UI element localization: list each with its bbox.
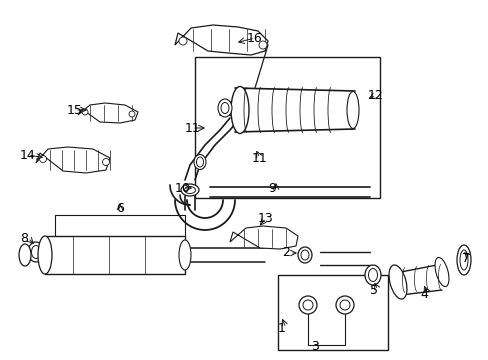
Text: 4: 4 [419,288,427,302]
Text: 11: 11 [251,152,267,165]
Ellipse shape [218,99,231,117]
Ellipse shape [346,91,358,129]
Ellipse shape [19,244,31,266]
Text: 10: 10 [175,181,190,194]
Ellipse shape [339,300,349,310]
Ellipse shape [301,250,308,260]
Ellipse shape [298,296,316,314]
Bar [45,236,184,274]
Ellipse shape [259,41,266,49]
Ellipse shape [181,184,199,196]
Ellipse shape [184,186,195,194]
Ellipse shape [38,236,52,274]
Ellipse shape [221,103,228,113]
Text: 5: 5 [369,284,377,297]
Text: 1: 1 [278,321,285,334]
Text: 2: 2 [282,247,289,260]
Text: 15: 15 [67,104,82,117]
Ellipse shape [194,154,205,170]
Ellipse shape [179,240,191,270]
Ellipse shape [31,246,41,258]
Text: 14: 14 [20,149,36,162]
Ellipse shape [40,156,46,162]
Ellipse shape [335,296,353,314]
Ellipse shape [303,300,312,310]
Polygon shape [175,25,267,55]
Ellipse shape [368,269,377,282]
Ellipse shape [456,245,470,275]
Text: 13: 13 [258,212,273,225]
Ellipse shape [196,157,203,167]
Text: 7: 7 [461,252,469,265]
Polygon shape [78,103,138,123]
Ellipse shape [179,37,186,45]
Bar [195,57,379,198]
Ellipse shape [102,158,109,166]
Polygon shape [229,226,297,249]
Ellipse shape [230,86,248,134]
Ellipse shape [28,242,44,262]
Text: 11: 11 [184,122,201,135]
Text: 6: 6 [116,202,123,215]
Polygon shape [36,147,110,173]
Text: 9: 9 [267,181,275,194]
Bar [278,275,387,350]
Ellipse shape [82,109,88,115]
Text: 16: 16 [246,32,262,45]
Ellipse shape [297,247,311,263]
Ellipse shape [459,250,467,270]
Ellipse shape [129,111,135,117]
Ellipse shape [388,265,406,299]
Ellipse shape [434,257,448,287]
Text: 12: 12 [367,89,383,102]
Text: 3: 3 [310,339,318,352]
Ellipse shape [364,265,380,285]
Text: 8: 8 [20,231,28,244]
